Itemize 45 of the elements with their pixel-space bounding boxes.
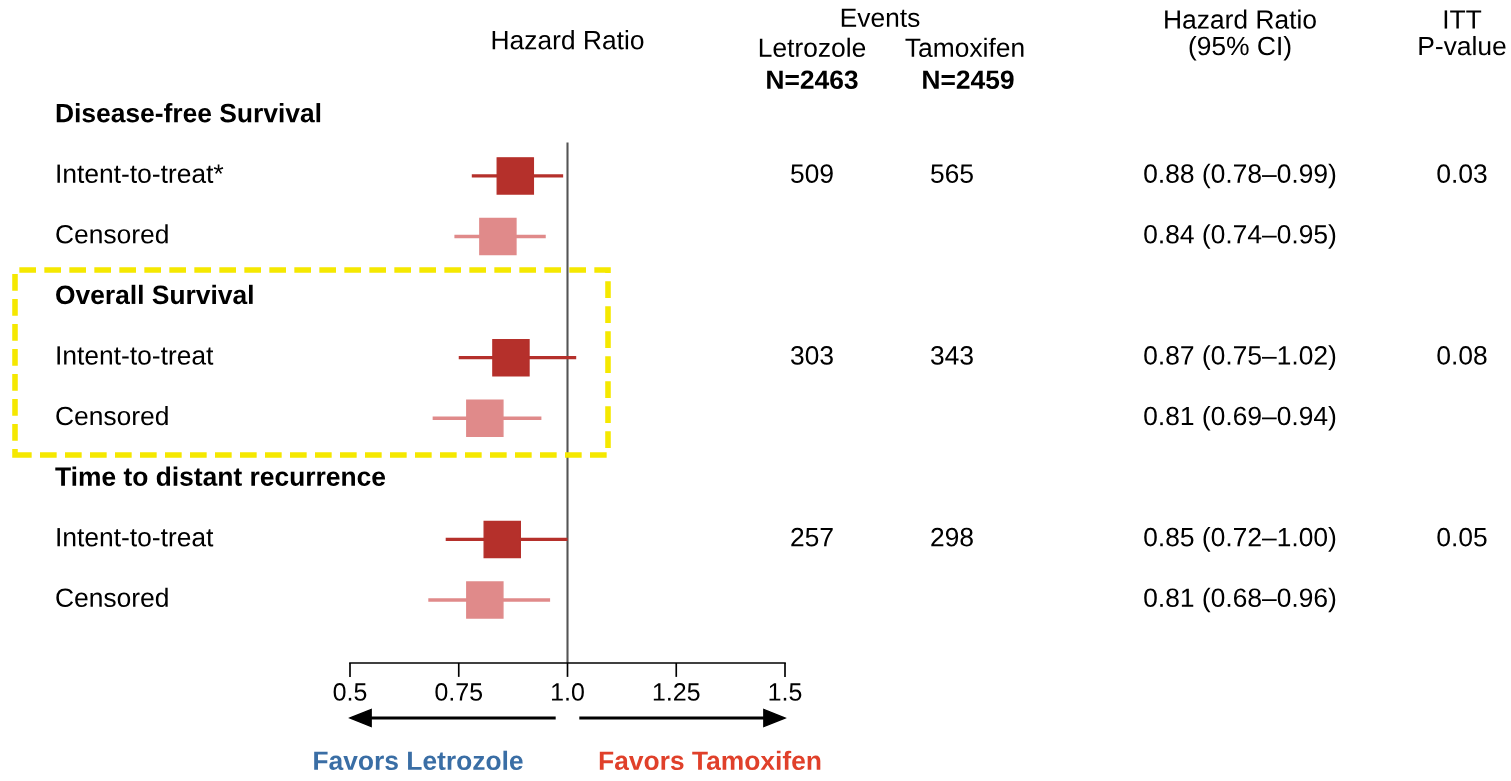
x-tick-label: 1.25 [653,683,700,701]
text: 509 [791,164,833,184]
point [492,338,530,377]
point [466,399,504,438]
text: 565 [931,164,973,184]
y-tick-label: Intent-to-treat [57,528,214,547]
text: 343 [930,346,973,365]
point [466,581,504,619]
text: N=2459 [923,70,1014,90]
text: 257 [791,527,833,547]
text: 298 [931,527,973,547]
text: Hazard Ratio (95% CI) [1165,9,1316,61]
text: 0.87 (0.75–1.02) [1144,345,1336,370]
y-tick-label: Time to distant recurrence [55,466,386,486]
text: Favors Tamoxifen [599,750,821,771]
y-tick-label: Intent-to-treat [57,346,214,365]
text: 0.88 (0.78–0.99) [1144,163,1336,189]
y-tick-label: Censored [56,405,168,426]
y-tick-label: Censored [56,587,168,608]
y-tick-label: Intent-to-treat* [57,164,224,184]
x-tick-label: 1.5 [769,683,802,701]
point [479,217,517,256]
text: 303 [790,346,833,365]
text: Tamoxifen [905,37,1024,58]
x-tick-label: 1.0 [552,683,584,701]
text: 0.08 [1437,346,1487,365]
x-tick-label: 0.75 [435,683,483,701]
annotation: N=2463 [767,70,858,90]
x-tick-label: 0.5 [333,683,367,701]
text: 0.84 (0.74–0.95) [1144,224,1336,249]
y-tick-label: Censored [56,224,168,244]
point [496,157,535,195]
text: 0.81 (0.68–0.96) [1144,587,1336,613]
point [483,520,522,559]
chart-title: Hazard Ratio [492,30,644,50]
text: 0.05 [1437,527,1487,547]
text: 0.03 [1437,164,1487,184]
y-tick-label: Disease-free Survival [56,103,321,123]
text: ITT P-value [1419,10,1506,56]
text: Events [841,8,920,28]
text: 0.85 (0.72–1.00) [1144,527,1336,552]
text: Favors Letrozole [314,750,523,771]
text: Letrozole [759,37,866,58]
y-tick-label: Overall Survival [56,284,253,305]
text: 0.81 (0.69–0.94) [1144,405,1336,431]
